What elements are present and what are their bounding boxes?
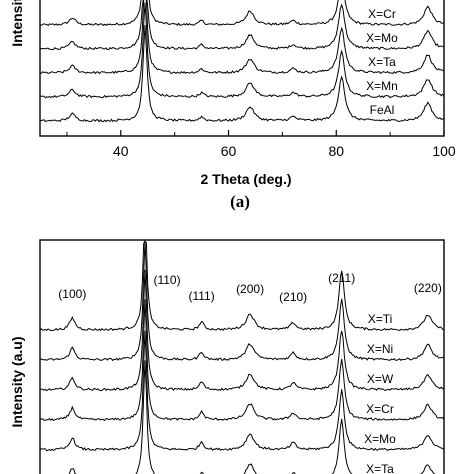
peak-label: (211): [328, 271, 355, 285]
series-label: X=W: [367, 372, 394, 386]
x-tick-label: 100: [432, 143, 456, 159]
peak-label: (200): [236, 282, 264, 296]
peak-label: (110): [153, 273, 180, 287]
trace-x-w: [40, 269, 445, 392]
trace-x-ta: [39, 0, 445, 75]
panel-a-frame: [39, 0, 445, 137]
peak-label: (210): [279, 290, 307, 304]
trace-x-mo: [39, 330, 445, 452]
peak-label: (220): [414, 281, 442, 295]
x-tick-label: 80: [328, 143, 344, 159]
peak-label: (100): [58, 287, 86, 301]
series-label: FeAl: [370, 103, 395, 117]
trace-x-mo: [39, 0, 445, 51]
trace-x-mn: [39, 2, 445, 99]
panel-a-label: (a): [230, 192, 250, 211]
panel-a-xlabel: 2 Theta (deg.): [200, 171, 291, 187]
trace-x-cr: [39, 0, 445, 27]
series-label: X=Cr: [368, 7, 396, 21]
panel-b-ylabel: Intensity (a.u): [9, 336, 25, 427]
series-label: X=Ta: [368, 55, 396, 69]
trace-x-cr: [39, 299, 445, 422]
trace-feal: [39, 25, 445, 123]
series-label: X=Mn: [366, 79, 398, 93]
trace-x-ni: [39, 240, 445, 362]
series-label: X=Ti: [368, 312, 393, 326]
x-tick-label: 40: [113, 143, 129, 159]
x-tick-label: 60: [221, 143, 237, 159]
panel-a-chart: X=Cr X=Mo X=Ta X=Mn FeAl 40 60 80 100 2 Theta (…: [9, 0, 456, 211]
panel-a-ylabel: Intensity: [9, 0, 25, 47]
trace-x-ti: [39, 240, 445, 332]
panel-b-chart: X=Ti X=Ni X=W X=Cr X=Mo X=Ta (100) (110) (111) (…: [9, 239, 445, 474]
panel-b-frame: [39, 239, 445, 474]
series-label: X=Mo: [366, 31, 398, 45]
series-label: X=Cr: [366, 402, 394, 416]
series-label: X=Ni: [367, 342, 393, 356]
series-label: X=Mo: [364, 432, 396, 446]
peak-label: (111): [188, 289, 214, 303]
series-label: X=Ta: [366, 462, 394, 474]
